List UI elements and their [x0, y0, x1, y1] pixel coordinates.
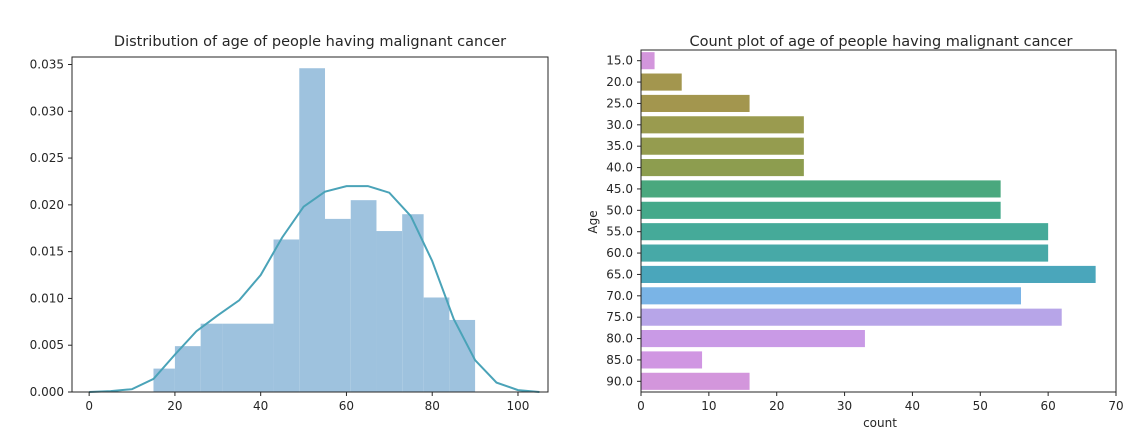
countplot-y-tick-label-2: 25.0 — [606, 96, 633, 110]
histogram-bar-2 — [200, 323, 223, 392]
countplot-bars — [641, 52, 1096, 390]
countplot-x-tick-label-2: 20 — [769, 399, 784, 413]
countplot-y-tick-label-13: 80.0 — [606, 332, 633, 346]
countplot-y-tick-label-11: 70.0 — [606, 289, 633, 303]
countplot-x-tick-label-4: 40 — [905, 399, 920, 413]
countplot-y-tick-label-10: 65.0 — [606, 267, 633, 281]
count-bar-20.0 — [641, 73, 682, 91]
countplot-y-tick-label-6: 45.0 — [606, 182, 633, 196]
count-bar-50.0 — [641, 201, 1001, 219]
countplot-y-tick-label-0: 15.0 — [606, 54, 633, 68]
histogram-panel: Distribution of age of people having mal… — [30, 34, 549, 413]
countplot-y-label: Age — [586, 210, 600, 233]
histogram-x-tick-label-4: 80 — [425, 399, 440, 413]
count-bar-25.0 — [641, 94, 750, 112]
countplot-x-label: count — [863, 416, 897, 430]
histogram-bar-4 — [273, 239, 300, 392]
histogram-bar-7 — [350, 200, 377, 392]
histogram-y-tick-label-5: 0.025 — [30, 151, 64, 165]
count-bar-90.0 — [641, 372, 750, 390]
count-bar-75.0 — [641, 308, 1062, 326]
histogram-bar-11 — [449, 319, 476, 392]
countplot-panel: Count plot of age of people having malig… — [586, 34, 1124, 430]
histogram-bar-9 — [402, 214, 424, 392]
count-bar-30.0 — [641, 116, 804, 134]
countplot-y-tick-label-1: 20.0 — [606, 75, 633, 89]
countplot-x-tick-label-5: 50 — [973, 399, 988, 413]
histogram-y-tick-label-6: 0.030 — [30, 104, 64, 118]
countplot-title: Count plot of age of people having malig… — [689, 34, 1072, 50]
countplot-x-tick-label-3: 30 — [837, 399, 852, 413]
histogram-title: Distribution of age of people having mal… — [114, 34, 506, 50]
countplot-y-tick-label-8: 55.0 — [606, 225, 633, 239]
histogram-y-tick-label-4: 0.020 — [30, 198, 64, 212]
histogram-x-tick-label-3: 60 — [339, 399, 354, 413]
histogram-y-tick-label-1: 0.005 — [30, 338, 64, 352]
histogram-bar-10 — [423, 297, 450, 392]
count-bar-35.0 — [641, 137, 804, 155]
histogram-x-tick-label-5: 100 — [507, 399, 530, 413]
histogram-y-tick-label-0: 0.000 — [30, 385, 64, 399]
histogram-x-ticks: 0 20 40 60 80 100 — [85, 392, 529, 413]
histogram-x-tick-label-2: 40 — [253, 399, 268, 413]
count-bar-65.0 — [641, 265, 1096, 283]
count-bar-40.0 — [641, 159, 804, 177]
countplot-y-tick-label-15: 90.0 — [606, 374, 633, 388]
count-bar-15.0 — [641, 52, 655, 70]
countplot-y-tick-label-7: 50.0 — [606, 203, 633, 217]
count-bar-70.0 — [641, 287, 1021, 305]
count-bar-80.0 — [641, 330, 865, 348]
histogram-x-tick-label-0: 0 — [85, 399, 93, 413]
histogram-bar-3 — [222, 323, 274, 392]
countplot-y-ticks: 15.0 20.0 25.0 30.0 35.0 40.0 45.0 50.0 55.0 60.0… — [606, 54, 641, 388]
count-bar-60.0 — [641, 244, 1049, 262]
countplot-x-tick-label-1: 10 — [701, 399, 716, 413]
countplot-frame — [640, 49, 1117, 393]
histogram-y-tick-label-7: 0.035 — [30, 57, 64, 71]
countplot-y-tick-label-9: 60.0 — [606, 246, 633, 260]
countplot-y-tick-label-3: 30.0 — [606, 118, 633, 132]
histogram-y-ticks: 0.000 0.005 0.010 0.015 0.020 0.025 0.030 0.035 — [30, 57, 72, 399]
histogram-bar-1 — [174, 346, 201, 392]
countplot-x-ticks: 0 10 20 30 40 50 60 70 — [637, 392, 1124, 413]
histogram-y-tick-label-3: 0.015 — [30, 245, 64, 259]
countplot-y-tick-label-4: 35.0 — [606, 139, 633, 153]
kde-curve — [89, 185, 540, 393]
histogram-bar-8 — [376, 231, 403, 392]
countplot-y-tick-label-5: 40.0 — [606, 161, 633, 175]
histogram-bars — [153, 68, 476, 392]
histogram-frame — [71, 56, 549, 393]
countplot-x-tick-label-7: 70 — [1108, 399, 1123, 413]
count-bar-55.0 — [641, 223, 1049, 241]
countplot-y-tick-label-14: 85.0 — [606, 353, 633, 367]
countplot-x-tick-label-0: 0 — [637, 399, 645, 413]
histogram-bar-6 — [325, 218, 351, 392]
histogram-x-tick-label-1: 20 — [167, 399, 182, 413]
count-bar-85.0 — [641, 351, 703, 369]
count-bar-45.0 — [641, 180, 1001, 198]
histogram-bar-0 — [153, 368, 175, 392]
countplot-x-tick-label-6: 60 — [1041, 399, 1056, 413]
countplot-y-tick-label-12: 75.0 — [606, 310, 633, 324]
histogram-bar-5 — [299, 68, 326, 392]
histogram-y-tick-label-2: 0.010 — [30, 291, 64, 305]
